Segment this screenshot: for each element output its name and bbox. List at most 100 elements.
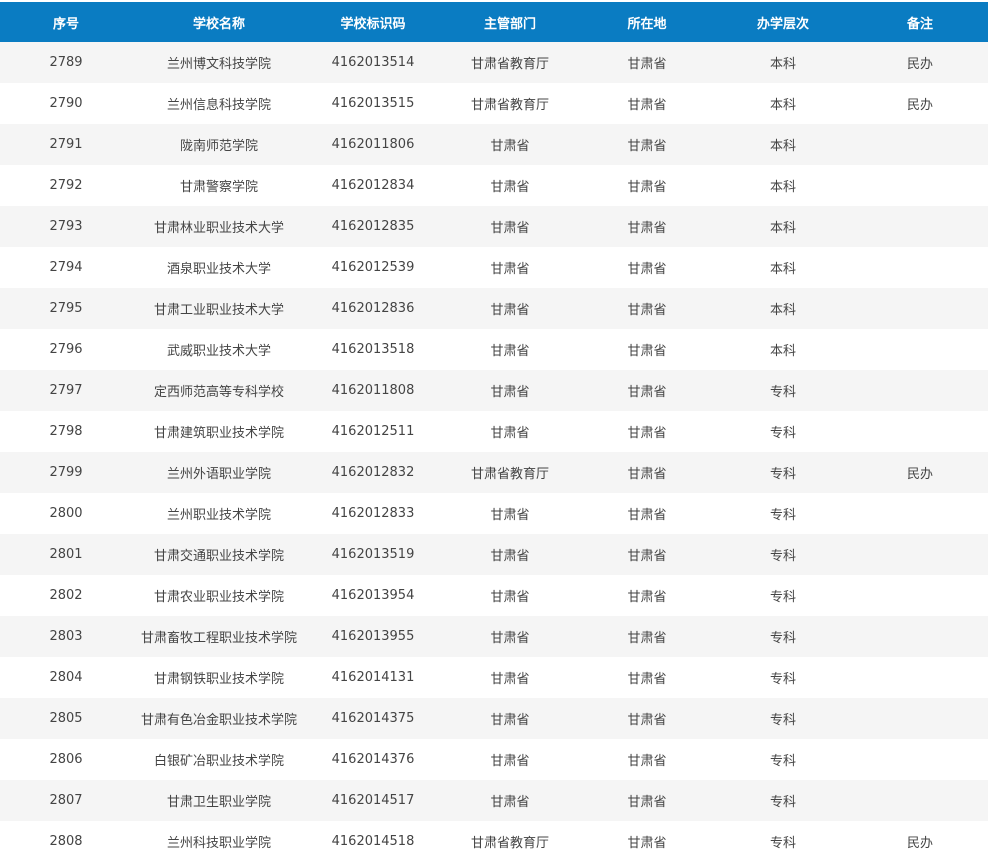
- table-body: 2789 兰州博文科技学院 4162013514 甘肃省教育厅 甘肃省 本科 民办 2790 兰…: [0, 42, 988, 862]
- cell-location: 甘肃省: [627, 303, 667, 318]
- cell-school-code: 4162013955: [331, 629, 415, 644]
- cell-department: 甘肃省教育厅: [470, 98, 549, 113]
- header-row: 序号 学校名称 学校标识码 主管部门 所在地 办学层次 备注: [0, 2, 988, 42]
- cell-school-code: 4162012511: [331, 424, 415, 439]
- table-row: 2802 甘肃农业职业技术学院 4162013954 甘肃省 甘肃省 专科: [0, 575, 988, 616]
- cell-index: 2799: [49, 465, 83, 480]
- cell-index: 2792: [49, 178, 83, 193]
- table-row: 2808 兰州科技职业学院 4162014518 甘肃省教育厅 甘肃省 专科 民办: [0, 821, 988, 862]
- header-school-code: 学校标识码: [340, 16, 406, 32]
- cell-school-name: 武威职业技术大学: [166, 344, 271, 359]
- table-row: 2805 甘肃有色冶金职业技术学院 4162014375 甘肃省 甘肃省 专科: [0, 698, 988, 739]
- cell-school-code: 4162012834: [331, 178, 415, 193]
- header-remarks: 备注: [906, 16, 933, 32]
- cell-level: 本科: [769, 344, 796, 359]
- cell-remarks: 民办: [906, 836, 933, 851]
- cell-school-name: 甘肃林业职业技术大学: [153, 221, 284, 236]
- cell-school-name: 甘肃工业职业技术大学: [153, 303, 284, 318]
- cell-index: 2800: [49, 506, 83, 521]
- cell-department: 甘肃省: [490, 385, 530, 400]
- table-row: 2806 白银矿冶职业技术学院 4162014376 甘肃省 甘肃省 专科: [0, 739, 988, 780]
- cell-department: 甘肃省: [490, 262, 530, 277]
- cell-location: 甘肃省: [627, 385, 667, 400]
- cell-level: 专科: [769, 713, 796, 728]
- cell-level: 本科: [769, 98, 796, 113]
- cell-school-name: 甘肃有色冶金职业技术学院: [140, 713, 297, 728]
- cell-school-code: 4162012833: [331, 506, 415, 521]
- cell-school-name: 定西师范高等专科学校: [153, 385, 284, 400]
- cell-department: 甘肃省: [490, 344, 530, 359]
- cell-location: 甘肃省: [627, 467, 667, 482]
- table-row: 2797 定西师范高等专科学校 4162011808 甘肃省 甘肃省 专科: [0, 370, 988, 411]
- cell-school-name: 甘肃畜牧工程职业技术学院: [140, 631, 297, 646]
- cell-school-code: 4162012835: [331, 219, 415, 234]
- cell-location: 甘肃省: [627, 590, 667, 605]
- cell-location: 甘肃省: [627, 672, 667, 687]
- cell-school-name: 酒泉职业技术大学: [166, 262, 271, 277]
- cell-remarks: [852, 288, 988, 329]
- cell-remarks: [852, 780, 988, 821]
- header-department: 主管部门: [483, 16, 536, 32]
- cell-level: 本科: [769, 139, 796, 154]
- cell-school-code: 4162014131: [331, 670, 415, 685]
- cell-school-name: 兰州博文科技学院: [166, 57, 271, 72]
- cell-level: 本科: [769, 180, 796, 195]
- cell-index: 2790: [49, 96, 83, 111]
- cell-location: 甘肃省: [627, 713, 667, 728]
- table-row: 2792 甘肃警察学院 4162012834 甘肃省 甘肃省 本科: [0, 165, 988, 206]
- cell-remarks: 民办: [906, 467, 933, 482]
- table-row: 2795 甘肃工业职业技术大学 4162012836 甘肃省 甘肃省 本科: [0, 288, 988, 329]
- header-index: 序号: [52, 16, 79, 32]
- table-row: 2807 甘肃卫生职业学院 4162014517 甘肃省 甘肃省 专科: [0, 780, 988, 821]
- header-level: 办学层次: [756, 16, 809, 32]
- cell-level: 专科: [769, 467, 796, 482]
- cell-index: 2802: [49, 588, 83, 603]
- cell-index: 2789: [49, 55, 83, 70]
- cell-remarks: 民办: [906, 98, 933, 113]
- table-row: 2791 陇南师范学院 4162011806 甘肃省 甘肃省 本科: [0, 124, 988, 165]
- cell-index: 2798: [49, 424, 83, 439]
- cell-level: 专科: [769, 631, 796, 646]
- cell-school-name: 白银矿冶职业技术学院: [153, 754, 284, 769]
- cell-department: 甘肃省: [490, 672, 530, 687]
- cell-department: 甘肃省: [490, 139, 530, 154]
- cell-location: 甘肃省: [627, 221, 667, 236]
- cell-remarks: [852, 370, 988, 411]
- cell-remarks: [852, 124, 988, 165]
- cell-location: 甘肃省: [627, 754, 667, 769]
- cell-school-code: 4162012832: [331, 465, 415, 480]
- cell-remarks: [852, 739, 988, 780]
- cell-level: 专科: [769, 754, 796, 769]
- cell-location: 甘肃省: [627, 98, 667, 113]
- table-row: 2789 兰州博文科技学院 4162013514 甘肃省教育厅 甘肃省 本科 民办: [0, 42, 988, 83]
- cell-remarks: [852, 616, 988, 657]
- cell-school-code: 4162014518: [331, 834, 415, 849]
- cell-school-code: 4162013954: [331, 588, 415, 603]
- cell-school-name: 甘肃交通职业技术学院: [153, 549, 284, 564]
- cell-school-code: 4162013519: [331, 547, 415, 562]
- cell-department: 甘肃省: [490, 426, 530, 441]
- cell-location: 甘肃省: [627, 426, 667, 441]
- table-row: 2790 兰州信息科技学院 4162013515 甘肃省教育厅 甘肃省 本科 民办: [0, 83, 988, 124]
- cell-department: 甘肃省教育厅: [470, 467, 549, 482]
- table-row: 2804 甘肃钢铁职业技术学院 4162014131 甘肃省 甘肃省 专科: [0, 657, 988, 698]
- cell-index: 2807: [49, 793, 83, 808]
- cell-index: 2808: [49, 834, 83, 849]
- cell-index: 2797: [49, 383, 83, 398]
- cell-department: 甘肃省: [490, 713, 530, 728]
- cell-department: 甘肃省: [490, 754, 530, 769]
- cell-level: 本科: [769, 262, 796, 277]
- cell-school-code: 4162014517: [331, 793, 415, 808]
- cell-location: 甘肃省: [627, 549, 667, 564]
- cell-location: 甘肃省: [627, 795, 667, 810]
- cell-remarks: [852, 534, 988, 575]
- cell-remarks: [852, 493, 988, 534]
- table-header: 序号 学校名称 学校标识码 主管部门 所在地 办学层次 备注: [0, 2, 988, 42]
- cell-remarks: [852, 329, 988, 370]
- cell-school-name: 甘肃警察学院: [179, 180, 258, 195]
- cell-department: 甘肃省: [490, 549, 530, 564]
- table-row: 2801 甘肃交通职业技术学院 4162013519 甘肃省 甘肃省 专科: [0, 534, 988, 575]
- cell-school-name: 兰州外语职业学院: [166, 467, 271, 482]
- cell-school-name: 甘肃农业职业技术学院: [153, 590, 284, 605]
- cell-index: 2804: [49, 670, 83, 685]
